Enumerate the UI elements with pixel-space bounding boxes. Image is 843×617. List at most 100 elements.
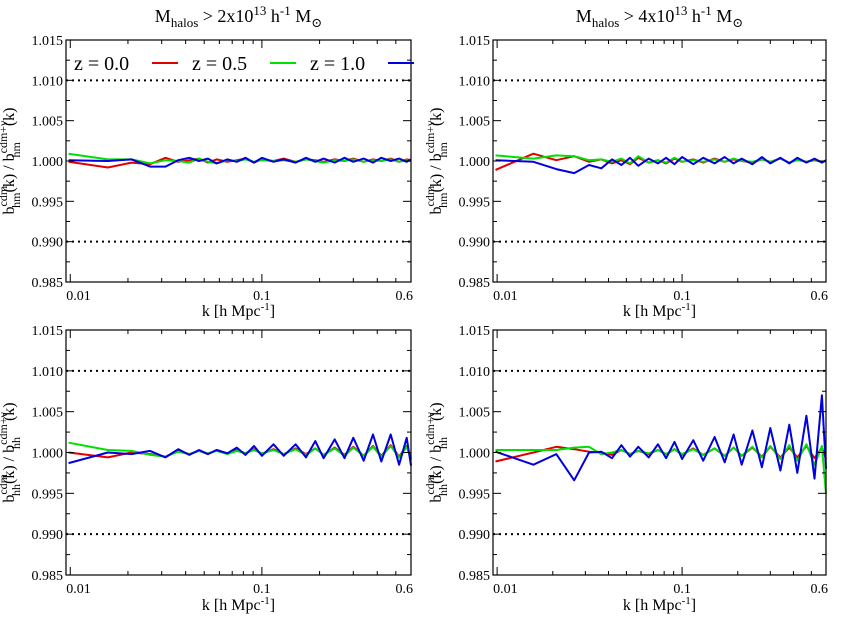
x-axis-label-end: ] (691, 303, 696, 320)
y-tick-label: 1.010 (459, 365, 491, 380)
y-axis-label-tail: (k) (1, 402, 18, 421)
legend: z = 0.0 z = 0.5 z = 1.0 (74, 53, 414, 75)
panel-title-sub: halos (592, 15, 619, 30)
y-axis-label-mid: (k) / b (428, 445, 445, 484)
y-tick-label: 1.000 (32, 447, 64, 462)
y-axis-label-sub2: hh (9, 437, 23, 449)
chart-panel-1: 0.985 0.990 0.995 1.000 1.005 1.010 1.015 0.01 0… (0, 3, 414, 320)
y-tick-label: 1.005 (32, 406, 64, 421)
y-tick-label: 1.015 (459, 34, 491, 49)
legend-label: z = 0.0 (74, 53, 129, 75)
series-line-10 (68, 433, 412, 466)
panel-title-sup2: -1 (701, 3, 712, 18)
series-line-10 (68, 156, 412, 168)
y-axis-label: bcdmhh(k) / bcdm+νhh(k) (423, 402, 450, 502)
y-axis-label-mid: (k) / b (1, 153, 18, 192)
panel-title-m: M (576, 6, 592, 26)
y-axis-label-b: b (428, 206, 445, 214)
y-axis-label-tail: (k) (1, 108, 18, 127)
panel-title-sup: 13 (253, 3, 266, 18)
y-tick-label: 1.010 (459, 74, 491, 89)
y-tick-label: 1.005 (459, 406, 491, 421)
y-tick-label: 1.010 (32, 365, 64, 380)
x-tick-label: 0.01 (493, 582, 517, 597)
x-tick-label: 0.01 (493, 289, 517, 304)
series-line-05 (68, 152, 412, 165)
x-axis-label-sup: -1 (261, 301, 270, 313)
x-tick-label: 0.1 (673, 289, 691, 304)
y-axis-label-sub2: hh (436, 437, 450, 449)
x-axis-label: k [h Mpc-1] (623, 595, 696, 614)
x-axis-label-end: ] (270, 597, 275, 614)
x-axis-label-end: ] (691, 597, 696, 614)
y-tick-label: 0.995 (459, 195, 491, 210)
x-axis-label-base: k [h Mpc (202, 597, 261, 614)
y-tick-label: 0.995 (32, 195, 64, 210)
y-axis-label-tail: (k) (428, 402, 445, 421)
y-axis-label-b: b (1, 495, 18, 503)
y-tick-label: 1.015 (32, 324, 64, 339)
x-axis-label-sup: -1 (682, 595, 691, 607)
y-tick-label: 0.990 (459, 236, 491, 251)
panel-title-sun: ⊙ (732, 15, 743, 30)
y-axis-label-sub: hh (9, 484, 23, 496)
x-tick-label: 0.6 (396, 582, 414, 597)
chart-panel-4: 0.985 0.990 0.995 1.000 1.005 1.010 1.015 0.01 0… (423, 324, 828, 614)
y-axis-label-mid: (k) / b (428, 153, 445, 192)
y-axis-label-sup2: cdm+ν (0, 411, 10, 444)
y-axis-label-sup: cdm (423, 473, 437, 494)
y-axis-label: bcdmhm(k) / bcdm+νhm(k) (0, 108, 23, 215)
y-axis-label-b: b (1, 206, 18, 214)
y-tick-label: 0.990 (32, 528, 64, 543)
legend-label: z = 1.0 (310, 53, 365, 75)
x-tick-label: 0.6 (811, 289, 829, 304)
y-axis-label-sub2: hm (9, 142, 23, 158)
y-tick-label: 1.015 (32, 34, 64, 49)
y-tick-label: 0.990 (459, 528, 491, 543)
series-line-10 (495, 394, 827, 482)
panel-title-msun: M (291, 6, 312, 26)
y-axis-label-sup2: cdm+ν (423, 411, 437, 444)
y-tick-label: 1.015 (459, 324, 491, 339)
panel-title-m: M (155, 6, 171, 26)
x-axis-label: k [h Mpc-1] (202, 301, 275, 320)
y-tick-label: 1.000 (32, 155, 64, 170)
y-axis-label-sup2: cdm+ν (423, 120, 437, 153)
y-tick-label: 0.985 (459, 569, 491, 584)
panel-title: Mhalos > 4x1013 h-1 M⊙ (576, 3, 743, 30)
y-axis-label-sup2: cdm+ν (0, 120, 10, 153)
panel-title-mid: > 4x10 (619, 6, 674, 26)
y-tick-label: 1.005 (459, 115, 491, 130)
y-tick-label: 1.000 (459, 447, 491, 462)
y-axis-label-b: b (428, 495, 445, 503)
y-tick-label: 0.995 (459, 487, 491, 502)
x-tick-label: 0.1 (673, 582, 691, 597)
y-axis-label: bcdmhm(k) / bcdm+νhm(k) (423, 108, 450, 215)
panel-title-msun: M (712, 6, 733, 26)
series-line-05 (495, 443, 827, 495)
legend-label: z = 0.5 (192, 53, 247, 75)
y-axis-label-sup: cdm (0, 473, 10, 494)
x-axis-label-sup: -1 (682, 301, 691, 313)
x-tick-label: 0.1 (253, 582, 271, 597)
y-tick-label: 1.010 (32, 74, 64, 89)
chart-panel-3: 0.985 0.990 0.995 1.000 1.005 1.010 1.015 0.01 0… (0, 324, 413, 614)
x-tick-label: 0.01 (66, 582, 91, 597)
x-axis-label-end: ] (270, 303, 275, 320)
y-axis-label-sub: hm (9, 192, 23, 208)
panel-title-mid: > 2x10 (198, 6, 253, 26)
x-tick-label: 0.1 (253, 289, 271, 304)
y-axis-label: bcdmhh(k) / bcdm+νhh(k) (0, 402, 23, 502)
x-tick-label: 0.6 (396, 289, 414, 304)
panel-title-sup: 13 (674, 3, 687, 18)
y-axis-label-sub: hh (436, 484, 450, 496)
panel-title-sun: ⊙ (311, 15, 322, 30)
y-tick-label: 0.985 (32, 276, 64, 291)
y-axis-label-sub2: hm (436, 142, 450, 158)
x-tick-label: 0.6 (811, 582, 829, 597)
series-line-05 (68, 441, 412, 459)
x-axis-label-base: k [h Mpc (202, 303, 261, 320)
y-axis-label-mid: (k) / b (1, 445, 18, 484)
x-axis-label-base: k [h Mpc (623, 303, 682, 320)
